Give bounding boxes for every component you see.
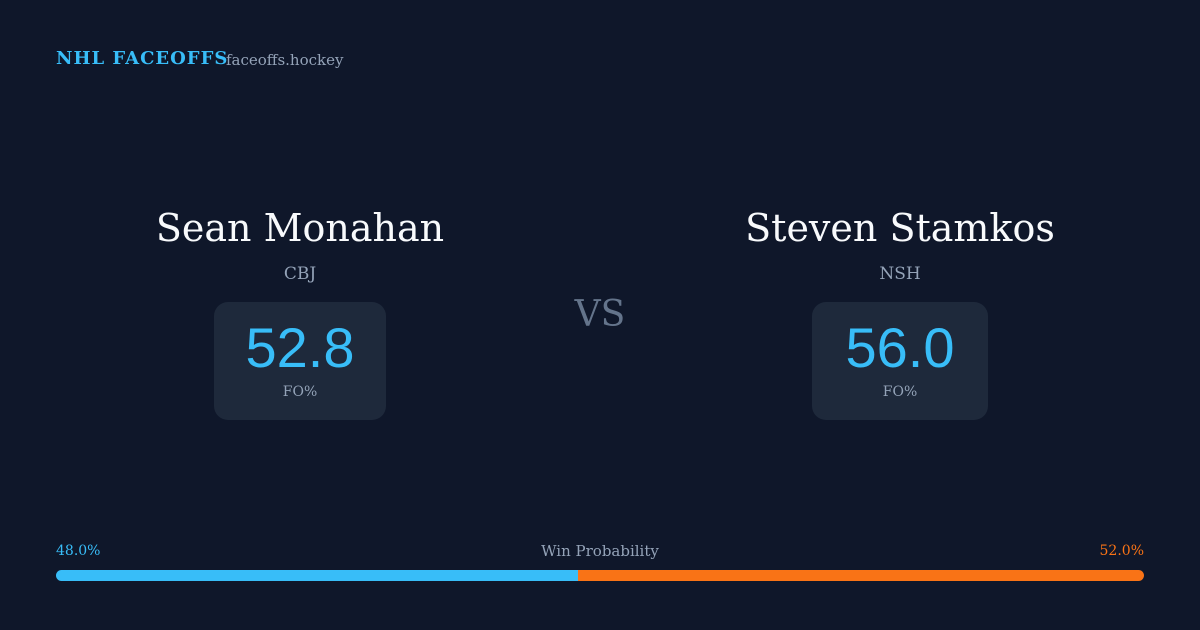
player-team: NSH xyxy=(879,264,921,284)
stat-value: 52.8 xyxy=(245,316,355,379)
win-prob-title: Win Probability xyxy=(541,542,659,560)
player-team: CBJ xyxy=(283,264,317,284)
brand-title: NHL FACEOFFS xyxy=(56,48,229,69)
win-prob-left: 48.0% xyxy=(56,543,101,559)
stat-value: 56.0 xyxy=(845,316,955,379)
stat-box: 52.8 FO% xyxy=(214,302,386,420)
site-name: faceoffs.hockey xyxy=(226,51,344,69)
player-name: Sean Monahan xyxy=(155,206,445,250)
win-prob-right-bar xyxy=(578,570,1144,581)
win-prob-right: 52.0% xyxy=(1099,543,1144,559)
win-prob-bar xyxy=(56,570,1144,581)
stat-box: 56.0 FO% xyxy=(812,302,988,420)
stat-label: FO% xyxy=(882,384,918,400)
win-prob-left-bar xyxy=(56,570,579,581)
player-name: Steven Stamkos xyxy=(745,206,1055,250)
stat-label: FO% xyxy=(282,384,318,400)
versus: VS xyxy=(574,294,626,335)
